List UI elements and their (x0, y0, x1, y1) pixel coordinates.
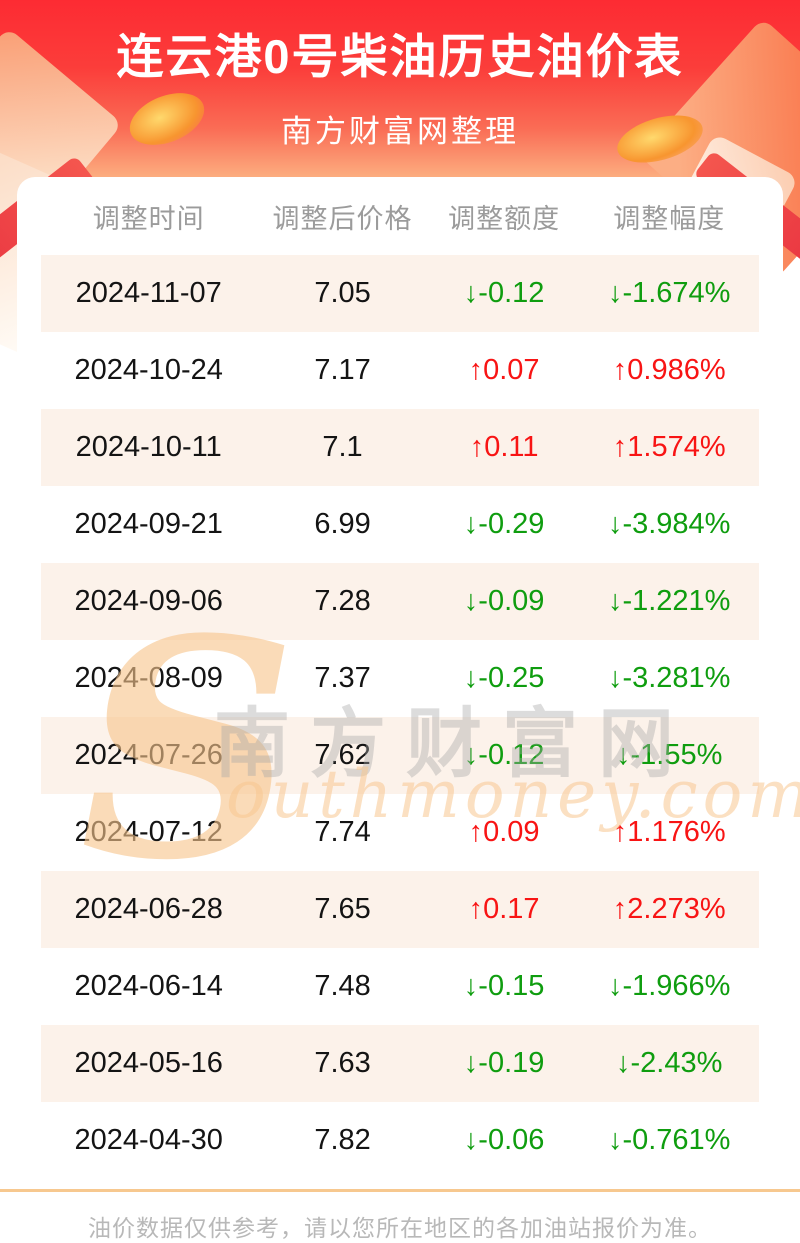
cell-change: ↓-0.09 (463, 585, 545, 617)
cell-change: ↓-0.25 (463, 662, 545, 694)
cell-percent: ↓-1.674% (607, 277, 731, 309)
table-row: 2024-10-24 7.17 ↑0.07 ↑0.986% (41, 332, 759, 409)
cell-price: 7.74 (314, 816, 371, 848)
cell-change: ↓-0.06 (463, 1124, 545, 1156)
cell-percent: ↑1.176% (612, 816, 726, 848)
price-table-card: 调整时间 调整后价格 调整额度 调整幅度 2024-11-07 7.05 ↓-0… (17, 177, 783, 1179)
cell-price: 6.99 (314, 508, 371, 540)
cell-date: 2024-06-14 (74, 970, 223, 1002)
column-header-adjust-time: 调整时间 (92, 203, 205, 234)
cell-change: ↑0.09 (468, 816, 540, 848)
cell-percent: ↓-3.281% (607, 662, 731, 694)
cell-percent: ↑0.986% (612, 354, 726, 386)
cell-date: 2024-10-24 (74, 354, 223, 386)
table-row: 2024-09-21 6.99 ↓-0.29 ↓-3.984% (41, 486, 759, 563)
cell-price: 7.1 (322, 431, 363, 463)
cell-change: ↓-0.19 (463, 1047, 545, 1079)
cell-change: ↓-0.15 (463, 970, 545, 1002)
table-row: 2024-06-28 7.65 ↑0.17 ↑2.273% (41, 871, 759, 948)
cell-change: ↓-0.12 (463, 739, 545, 771)
cell-price: 7.65 (314, 893, 371, 925)
cell-date: 2024-11-07 (75, 277, 222, 309)
table-row: 2024-07-26 7.62 ↓-0.12 ↓-1.55% (41, 717, 759, 794)
cell-percent: ↓-2.43% (616, 1047, 723, 1079)
cell-date: 2024-07-26 (74, 739, 223, 771)
table-row: 2024-07-12 7.74 ↑0.09 ↑1.176% (41, 794, 759, 871)
table-row: 2024-09-06 7.28 ↓-0.09 ↓-1.221% (41, 563, 759, 640)
table-row: 2024-05-16 7.63 ↓-0.19 ↓-2.43% (41, 1025, 759, 1102)
footer-disclaimer: 油价数据仅供参考，请以您所在地区的各加油站报价为准。 (88, 1215, 712, 1241)
cell-percent: ↓-0.761% (607, 1124, 731, 1156)
cell-change: ↑0.17 (468, 893, 540, 925)
cell-price: 7.28 (314, 585, 371, 617)
cell-percent: ↑2.273% (612, 893, 726, 925)
table-header-row: 调整时间 调整后价格 调整额度 调整幅度 (41, 177, 759, 255)
cell-percent: ↓-1.966% (607, 970, 731, 1002)
cell-price: 7.05 (314, 277, 371, 309)
cell-date: 2024-09-06 (74, 585, 223, 617)
cell-percent: ↓-1.55% (616, 739, 723, 771)
column-header-adjusted-price: 调整后价格 (272, 203, 413, 234)
page-title: 连云港0号柴油历史油价表 (116, 30, 684, 83)
footer: 油价数据仅供参考，请以您所在地区的各加油站报价为准。 (0, 1189, 800, 1243)
cell-change: ↑0.11 (469, 431, 539, 463)
column-header-adjust-percent: 调整幅度 (613, 203, 726, 234)
cell-date: 2024-04-30 (74, 1124, 223, 1156)
cell-date: 2024-07-12 (74, 816, 223, 848)
table-row: 2024-06-14 7.48 ↓-0.15 ↓-1.966% (41, 948, 759, 1025)
table-row: 2024-10-11 7.1 ↑0.11 ↑1.574% (41, 409, 759, 486)
column-header-adjust-amount: 调整额度 (448, 203, 561, 234)
cell-date: 2024-06-28 (74, 893, 223, 925)
table-row: 2024-08-09 7.37 ↓-0.25 ↓-3.281% (41, 640, 759, 717)
hero-text: 连云港0号柴油历史油价表 南方财富网整理 (0, 0, 800, 151)
cell-price: 7.17 (314, 354, 371, 386)
cell-price: 7.62 (314, 739, 371, 771)
table-row: 2024-04-30 7.82 ↓-0.06 ↓-0.761% (41, 1102, 759, 1179)
cell-date: 2024-08-09 (74, 662, 223, 694)
cell-percent: ↓-1.221% (607, 585, 731, 617)
cell-price: 7.63 (314, 1047, 371, 1079)
cell-change: ↓-0.12 (463, 277, 545, 309)
cell-date: 2024-10-11 (75, 431, 222, 463)
cell-date: 2024-05-16 (74, 1047, 223, 1079)
cell-price: 7.82 (314, 1124, 371, 1156)
price-table-body: 2024-11-07 7.05 ↓-0.12 ↓-1.674% 2024-10-… (41, 255, 759, 1179)
cell-date: 2024-09-21 (74, 508, 223, 540)
cell-price: 7.48 (314, 970, 371, 1002)
table-row: 2024-11-07 7.05 ↓-0.12 ↓-1.674% (41, 255, 759, 332)
cell-change: ↓-0.29 (463, 508, 545, 540)
cell-price: 7.37 (314, 662, 371, 694)
cell-percent: ↓-3.984% (607, 508, 731, 540)
cell-change: ↑0.07 (468, 354, 540, 386)
cell-percent: ↑1.574% (612, 431, 726, 463)
page-subtitle: 南方财富网整理 (281, 114, 519, 150)
